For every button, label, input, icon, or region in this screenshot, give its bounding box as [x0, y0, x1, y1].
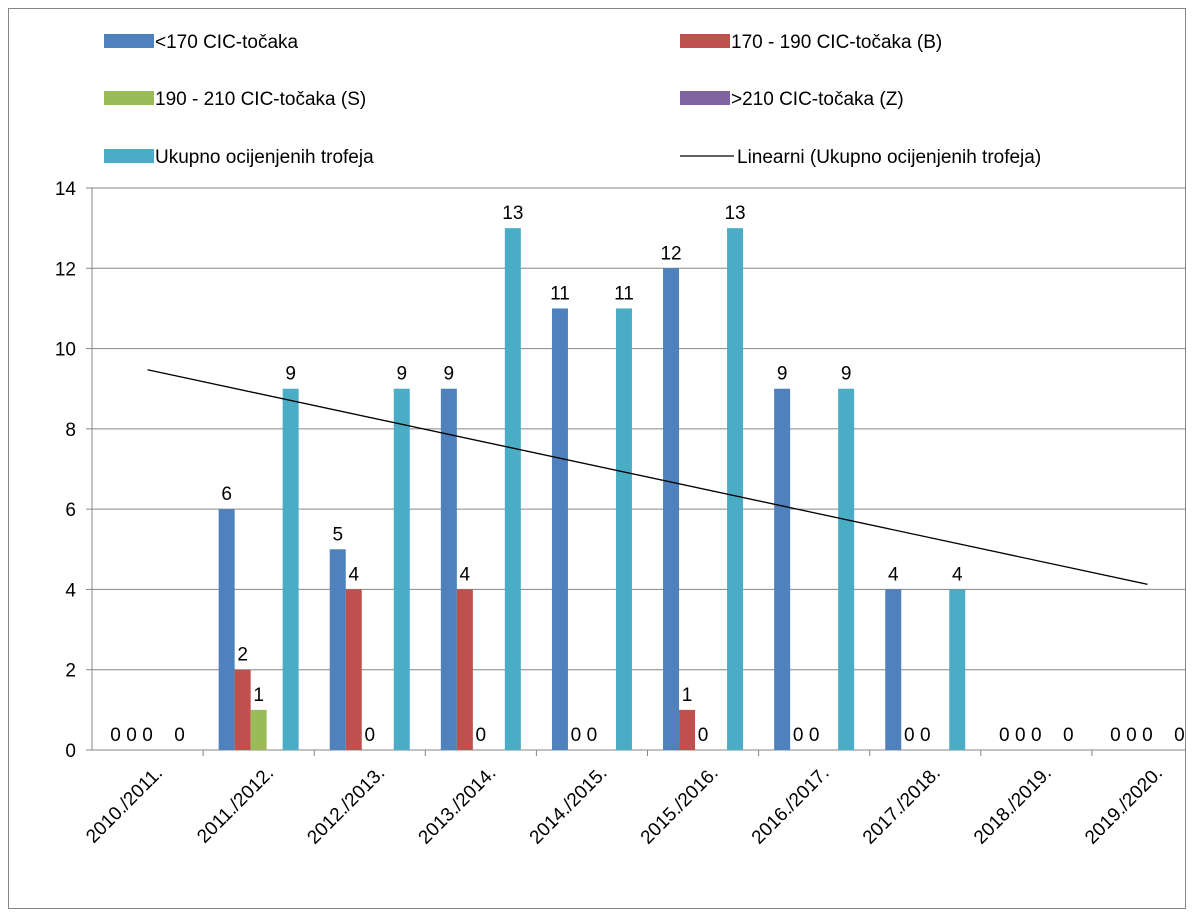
data-label: 0	[1015, 725, 1026, 746]
y-tick-label: 14	[55, 179, 77, 200]
bar	[345, 589, 362, 750]
data-label: 0	[1031, 725, 1042, 746]
data-label: 0	[920, 725, 931, 746]
bar	[774, 388, 791, 750]
data-label: 0	[809, 725, 820, 746]
data-label: 0	[1142, 725, 1153, 746]
bar	[218, 509, 235, 750]
data-label: 0	[174, 725, 185, 746]
data-label: 0	[698, 725, 709, 746]
data-label: 11	[614, 283, 634, 304]
bar	[250, 709, 267, 750]
data-label: 4	[348, 564, 359, 585]
data-label: 4	[888, 564, 899, 585]
legend-label: 170 - 190 CIC-točaka (B)	[731, 32, 942, 53]
y-tick-label: 4	[65, 580, 76, 601]
x-tick-label: 2018./2019.	[970, 763, 1056, 849]
x-tick-label: 2016./2017.	[748, 763, 834, 849]
legend-swatch	[104, 91, 154, 105]
bar	[663, 268, 680, 750]
data-label: 9	[396, 364, 407, 385]
legend-label: Ukupno ocijenjenih trofeja	[155, 147, 374, 168]
data-label: 1	[253, 685, 264, 706]
data-label: 0	[142, 725, 153, 746]
bar	[329, 549, 346, 750]
data-label: 5	[332, 524, 343, 545]
x-tick-label: 2014./2015.	[526, 763, 612, 849]
legend-swatch	[104, 34, 154, 48]
bar	[234, 669, 251, 750]
bar	[727, 228, 744, 751]
bar	[456, 589, 473, 750]
data-label: 0	[476, 725, 487, 746]
x-tick-label: 2012./2013.	[303, 763, 389, 849]
data-label: 0	[364, 725, 375, 746]
legend-label: >210 CIC-točaka (Z)	[731, 89, 904, 110]
x-tick-label: 2013./2014.	[415, 763, 501, 849]
trendline	[147, 369, 1148, 585]
legend-label: 190 - 210 CIC-točaka (S)	[155, 89, 366, 110]
data-label: 1	[682, 685, 693, 706]
bar	[615, 308, 632, 750]
data-label: 0	[1126, 725, 1137, 746]
y-tick-label: 0	[65, 741, 76, 762]
y-tick-label: 8	[65, 420, 76, 441]
data-label: 0	[587, 725, 598, 746]
y-tick-label: 10	[55, 340, 76, 361]
data-label: 0	[793, 725, 804, 746]
legend-label: Linearni (Ukupno ocijenjenih trofeja)	[737, 147, 1041, 168]
data-label: 2	[237, 645, 248, 666]
data-label: 0	[1174, 725, 1185, 746]
bar	[679, 709, 696, 750]
chart-border	[8, 8, 1186, 909]
x-tick-label: 2010./2011.	[82, 763, 167, 848]
y-tick-label: 12	[55, 259, 76, 280]
bar	[504, 228, 521, 751]
data-label: 9	[444, 364, 455, 385]
data-label: 9	[285, 364, 296, 385]
data-label: 13	[724, 203, 745, 224]
bar	[885, 589, 902, 750]
data-label: 4	[460, 564, 471, 585]
x-tick-label: 2015./2016.	[637, 763, 723, 849]
data-label: 12	[660, 243, 681, 264]
data-label: 9	[841, 364, 852, 385]
data-label: 0	[126, 725, 137, 746]
data-label: 0	[904, 725, 915, 746]
bar	[949, 589, 966, 750]
bar	[393, 388, 410, 750]
legend-swatch	[104, 149, 154, 163]
data-label: 4	[952, 564, 963, 585]
data-label: 6	[221, 484, 232, 505]
data-label: 11	[550, 283, 570, 304]
y-tick-label: 2	[65, 661, 76, 682]
data-label: 9	[777, 364, 788, 385]
x-tick-label: 2011./2012.	[193, 763, 278, 848]
legend-swatch	[680, 91, 730, 105]
y-tick-label: 6	[65, 500, 76, 521]
data-label: 0	[999, 725, 1010, 746]
bar	[282, 388, 299, 750]
x-tick-label: 2019./2020.	[1081, 763, 1167, 849]
data-label: 13	[502, 203, 523, 224]
bar	[551, 308, 568, 750]
data-label: 0	[571, 725, 582, 746]
legend-label: <170 CIC-točaka	[155, 32, 299, 53]
data-label: 0	[110, 725, 121, 746]
data-label: 0	[1063, 725, 1074, 746]
legend-swatch	[680, 34, 730, 48]
bar	[440, 388, 457, 750]
data-label: 0	[1110, 725, 1121, 746]
x-tick-label: 2017./2018.	[859, 763, 945, 849]
bar	[838, 388, 855, 750]
